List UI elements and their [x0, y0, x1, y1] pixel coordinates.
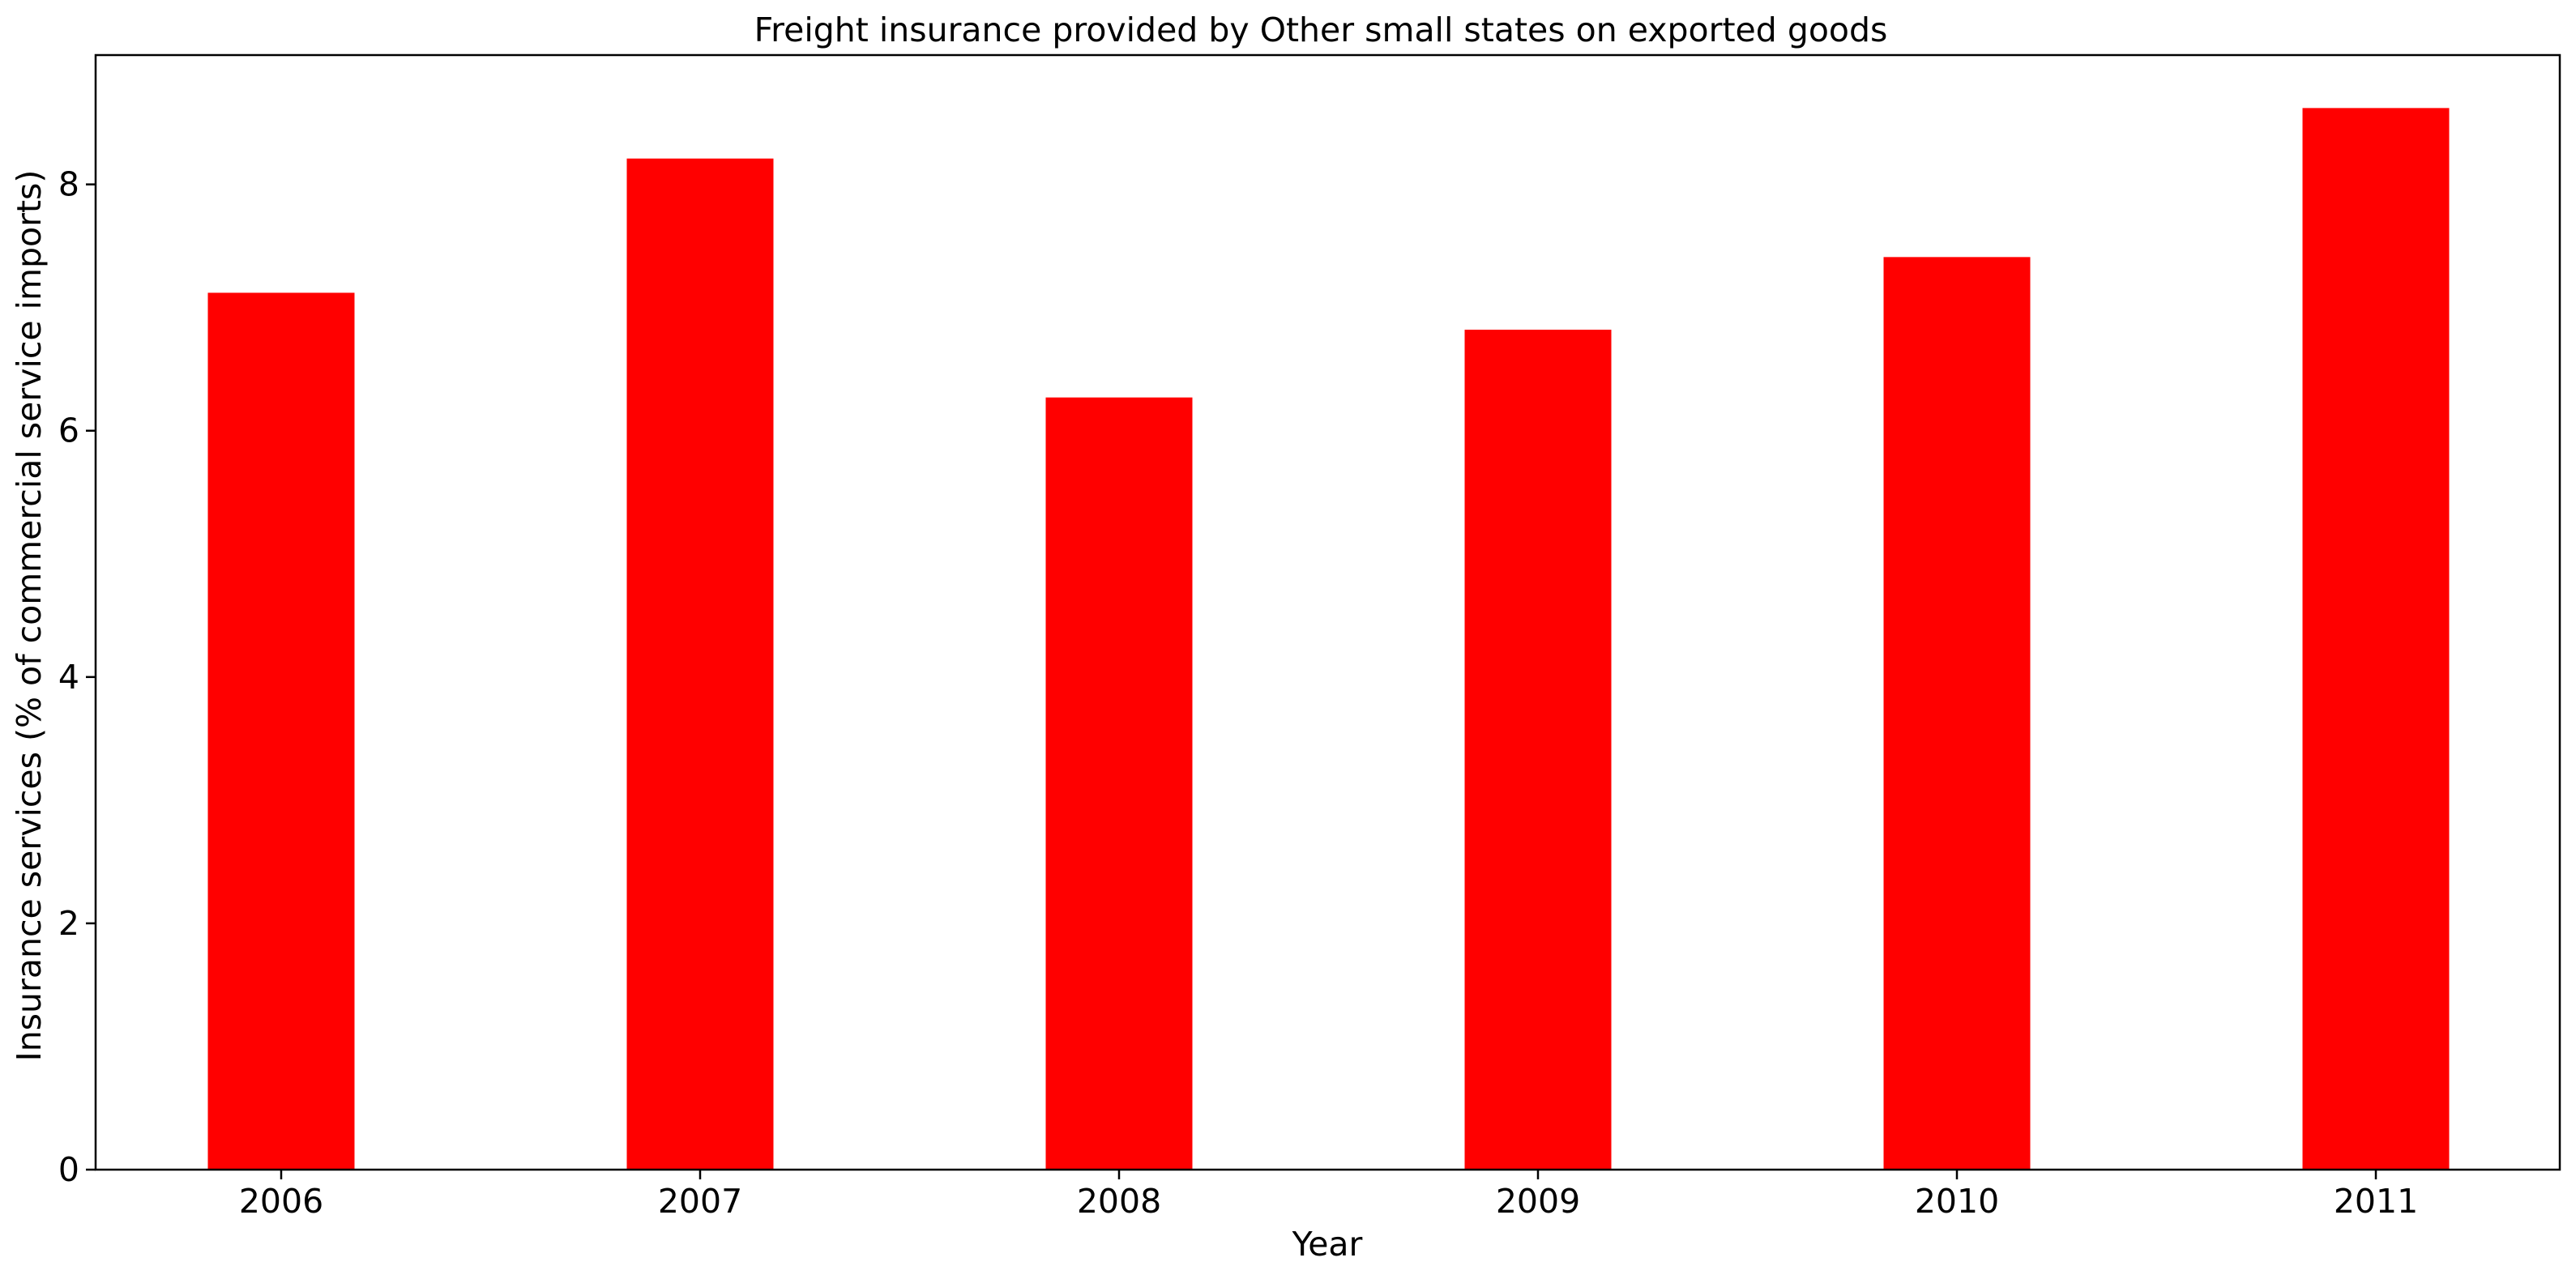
x-axis-label: Year: [1292, 1225, 1363, 1264]
x-tick-label: 2011: [2334, 1182, 2418, 1221]
bar-2008: [1045, 397, 1193, 1170]
bar-2010: [1883, 257, 2031, 1170]
plot-frame: [94, 53, 2561, 1171]
y-tick-label: 8: [58, 165, 79, 204]
y-tick-label: 4: [58, 658, 79, 697]
y-tick-label: 6: [58, 411, 79, 450]
y-tick-label: 2: [58, 904, 79, 943]
plot-area: 0 2 4 6 8 2006 2007 2008 2009 2010 2011: [58, 53, 2561, 1221]
y-axis-label: Insurance services (% of commercial serv…: [10, 170, 49, 1062]
x-tick-label: 2010: [1915, 1182, 1999, 1221]
x-tick-label: 2008: [1077, 1182, 1161, 1221]
x-tick-label: 2009: [1496, 1182, 1580, 1221]
x-tick-label: 2007: [658, 1182, 742, 1221]
y-tick-label: 0: [58, 1150, 79, 1189]
bar-2006: [207, 292, 355, 1170]
chart-title: Freight insurance provided by Other smal…: [754, 11, 1888, 49]
bar-2007: [626, 158, 774, 1170]
bar-2009: [1464, 330, 1612, 1170]
bar-2011: [2302, 108, 2450, 1170]
x-tick-label: 2006: [239, 1182, 323, 1221]
